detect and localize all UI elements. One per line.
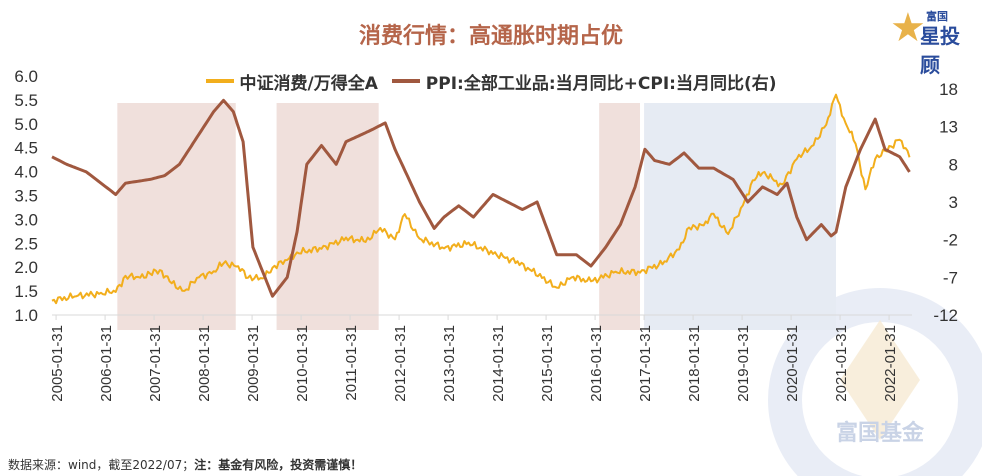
x-tick-label: 2011-01-31 xyxy=(343,325,360,401)
y-left-tick-label: 3.5 xyxy=(14,187,38,206)
risk-note: 注：基金有风险，投资需谨慎！ xyxy=(194,458,363,472)
x-tick-label: 2007-01-31 xyxy=(147,325,164,402)
x-tick-label: 2006-01-31 xyxy=(98,325,115,402)
y-left-tick-label: 4.5 xyxy=(14,139,38,158)
y-right-tick-label: 13 xyxy=(939,118,958,137)
y-left-tick-label: 3.0 xyxy=(14,210,38,229)
source-note: 数据来源：wind，截至2022/07；注：基金有风险，投资需谨慎！ xyxy=(8,456,362,473)
y-right-tick-label: -12 xyxy=(933,306,958,325)
legend-swatch xyxy=(205,79,234,83)
x-tick-label: 2021-01-31 xyxy=(833,325,850,402)
y-right-tick-label: 8 xyxy=(949,155,958,174)
x-tick-label: 2010-01-31 xyxy=(294,325,311,402)
y-left-tick-label: 5.0 xyxy=(14,115,38,134)
legend-item-consumer: 中证消费/万得全A xyxy=(205,69,378,94)
x-tick-label: 2017-01-31 xyxy=(637,325,654,402)
x-tick-label: 2012-01-31 xyxy=(392,325,409,402)
y-left-tick-label: 4.0 xyxy=(14,163,38,182)
x-tick-label: 2018-01-31 xyxy=(686,325,703,402)
y-left-tick-label: 1.5 xyxy=(14,282,38,301)
legend-label: 中证消费/万得全A xyxy=(239,73,378,94)
x-tick-label: 2005-01-31 xyxy=(49,325,66,402)
x-tick-label: 2015-01-31 xyxy=(539,325,556,402)
shaded-period-2 xyxy=(599,103,640,330)
chart-title: 消费行情：高通胀时期占优 xyxy=(358,24,623,49)
y-right-tick-label: 3 xyxy=(949,193,958,212)
legend-label: PPI:全部工业品:当月同比+CPI:当月同比(右) xyxy=(425,73,777,94)
legend-swatch xyxy=(391,79,420,83)
y-left-tick-label: 2.5 xyxy=(14,234,38,253)
watermark: 富国基金 xyxy=(768,288,982,476)
x-tick-label: 2016-01-31 xyxy=(588,325,605,402)
y-left-tick-label: 5.5 xyxy=(14,91,38,110)
source-text: 数据来源：wind，截至2022/07； xyxy=(8,458,195,472)
legend: 中证消费/万得全A PPI:全部工业品:当月同比+CPI:当月同比(右) xyxy=(0,68,982,94)
x-tick-label: 2022-01-31 xyxy=(882,325,899,402)
x-tick-label: 2019-01-31 xyxy=(735,325,752,402)
series-line-inflation xyxy=(51,98,911,298)
shaded-period-1 xyxy=(276,103,379,330)
y-right-tick-label: -2 xyxy=(943,231,958,250)
series-line-consumer-ratio xyxy=(51,93,911,305)
x-tick-label: 2014-01-31 xyxy=(490,325,507,402)
logo-text-top: 富国 xyxy=(926,10,948,23)
watermark-text: 富国基金 xyxy=(836,420,925,445)
y-right-tick-label: -7 xyxy=(943,268,958,287)
shaded-period-0 xyxy=(117,103,236,330)
logo-text-bottom: 星投顾 xyxy=(920,24,960,77)
y-left-tick-label: 2.0 xyxy=(14,258,38,277)
x-tick-label: 2008-01-31 xyxy=(196,325,213,402)
brand-logo: ★ 富国 星投顾 xyxy=(890,6,970,77)
star-icon: ★ xyxy=(890,6,926,50)
x-tick-label: 2009-01-31 xyxy=(245,325,262,402)
shaded-period-3 xyxy=(644,103,836,330)
legend-item-inflation: PPI:全部工业品:当月同比+CPI:当月同比(右) xyxy=(391,69,777,94)
x-tick-label: 2013-01-31 xyxy=(441,325,458,402)
x-tick-label: 2020-01-31 xyxy=(784,325,801,402)
y-left-tick-label: 1.0 xyxy=(14,306,38,325)
